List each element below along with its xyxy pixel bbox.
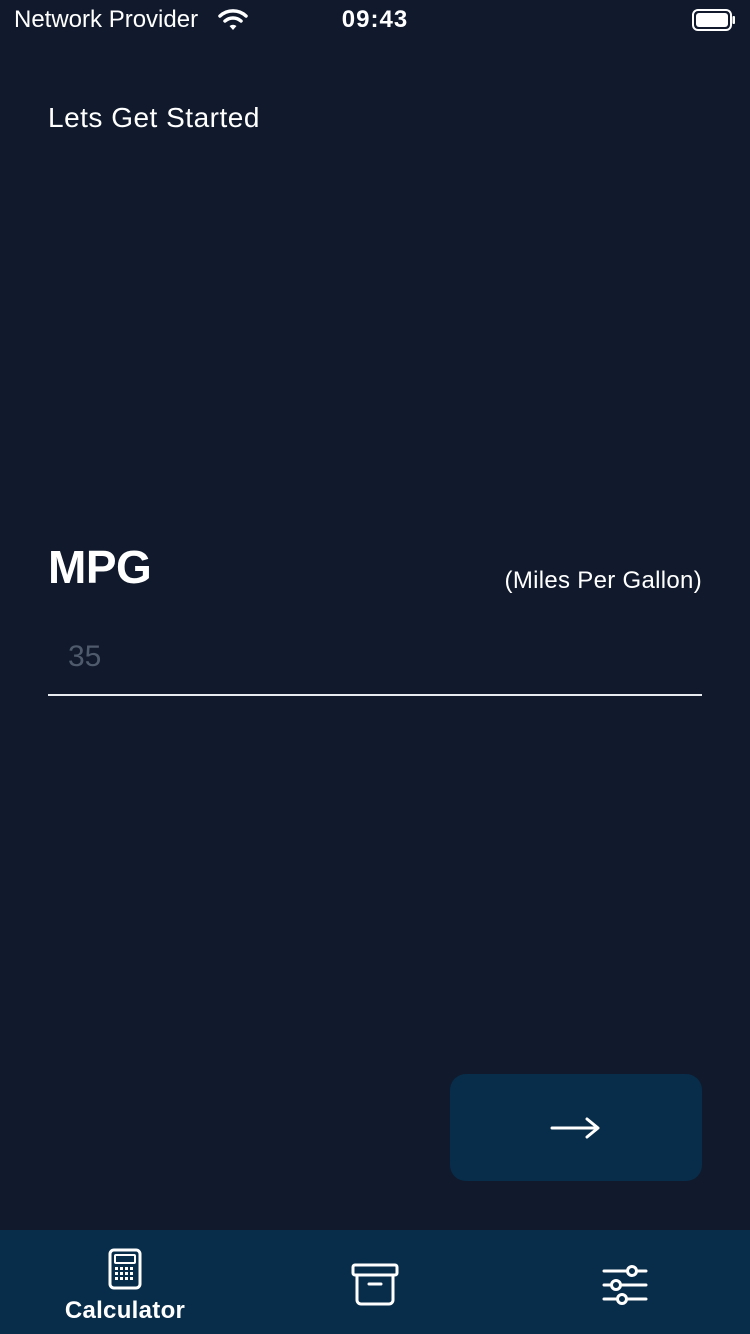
battery-icon xyxy=(692,9,735,31)
tab-bar: Calculator xyxy=(0,1230,750,1334)
wifi-icon xyxy=(218,9,248,30)
arrow-right-icon xyxy=(550,1117,600,1138)
tab-calculator[interactable]: Calculator xyxy=(0,1230,250,1334)
mpg-label: MPG xyxy=(48,541,152,593)
archive-box-icon xyxy=(351,1263,399,1306)
tab-settings[interactable] xyxy=(500,1230,750,1334)
calculator-icon xyxy=(108,1248,142,1290)
mpg-input[interactable] xyxy=(48,620,702,696)
carrier-name: Network Provider xyxy=(14,6,199,33)
next-button[interactable] xyxy=(450,1074,702,1181)
status-bar: Network Provider 09:43 xyxy=(0,0,750,40)
sliders-icon xyxy=(602,1265,648,1305)
tab-archive[interactable] xyxy=(250,1230,500,1334)
intro-heading: Lets Get Started xyxy=(48,102,260,133)
tab-calculator-label: Calculator xyxy=(64,1297,186,1324)
mpg-unit-description: (Miles Per Gallon) xyxy=(504,567,702,594)
status-time: 09:43 xyxy=(341,6,409,33)
